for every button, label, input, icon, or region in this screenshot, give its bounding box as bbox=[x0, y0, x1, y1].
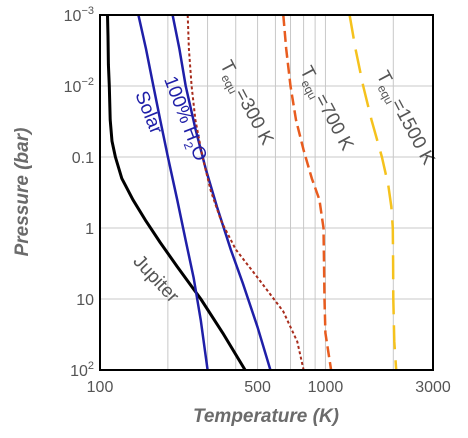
tick-labels: 100 500 1000 3000 10−3 10−2 0.1 1 10 102 bbox=[64, 5, 451, 396]
x-tick-label: 1000 bbox=[308, 379, 344, 396]
curves bbox=[106, 15, 398, 370]
series-line-3 bbox=[186, 15, 305, 370]
y-tick-label: 10−3 bbox=[64, 5, 94, 25]
series-label-5: Tequ=1500 K bbox=[369, 67, 439, 169]
y-tick-label: 10−2 bbox=[64, 76, 94, 96]
y-tick-label: 102 bbox=[70, 360, 94, 380]
grid bbox=[100, 15, 433, 370]
y-tick-label: 1 bbox=[85, 221, 94, 238]
x-axis-title: Temperature (K) bbox=[193, 406, 339, 427]
series-label-3: Tequ=300 K bbox=[213, 57, 278, 150]
x-tick-label: 500 bbox=[244, 379, 271, 396]
series-label-2: 100% H2O bbox=[156, 73, 210, 165]
plot-frame bbox=[99, 14, 434, 371]
series-line-4 bbox=[282, 15, 333, 370]
y-axis-title: Pressure (bar) bbox=[12, 128, 33, 257]
x-tick-label: 100 bbox=[87, 379, 114, 396]
series-line-0 bbox=[106, 15, 247, 370]
series-line-5 bbox=[348, 15, 398, 370]
x-tick-label: 3000 bbox=[415, 379, 451, 396]
y-tick-label: 0.1 bbox=[72, 150, 94, 167]
y-tick-label: 10 bbox=[76, 292, 94, 309]
series-label-1: Solar bbox=[130, 88, 166, 138]
series-line-1 bbox=[137, 15, 209, 370]
series-line-2 bbox=[171, 15, 272, 370]
